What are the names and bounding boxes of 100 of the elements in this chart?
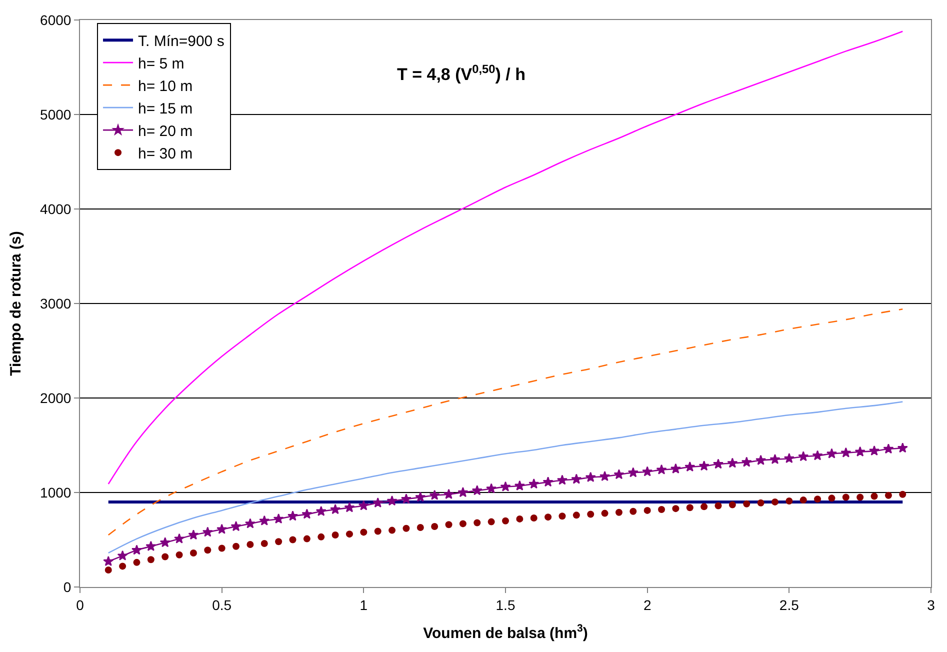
point — [174, 533, 185, 544]
point — [812, 450, 823, 460]
point — [316, 506, 326, 516]
point — [585, 472, 596, 482]
point — [672, 505, 680, 512]
x-tick-label: 1 — [360, 596, 368, 613]
point — [727, 458, 738, 468]
point — [542, 476, 554, 487]
y-tick-label: 3000 — [40, 295, 72, 312]
point — [800, 496, 807, 504]
line-series — [108, 30, 904, 485]
point — [728, 501, 736, 508]
x-axis-title: Voumen de balsa (hm$^{3}$) — [423, 622, 588, 642]
x-tick-label: 0.5 — [212, 596, 232, 613]
point — [571, 474, 582, 484]
point — [188, 530, 199, 540]
point — [216, 524, 228, 534]
point — [472, 485, 482, 496]
point — [303, 535, 310, 542]
point — [103, 556, 114, 566]
x-tick-label: 1.5 — [496, 596, 516, 613]
point — [318, 533, 325, 540]
annotation: T = 4,8 (V$^{0,50}$) / h — [397, 62, 526, 84]
point — [302, 508, 312, 519]
point — [190, 549, 197, 556]
point — [360, 528, 368, 536]
point — [117, 550, 128, 560]
point — [415, 492, 426, 502]
point — [502, 517, 509, 524]
y-tick-label: 0 — [63, 578, 72, 595]
point — [400, 494, 412, 504]
point — [146, 540, 156, 551]
point — [431, 523, 438, 530]
y-tick-label: 2000 — [40, 390, 72, 406]
point — [712, 458, 724, 469]
point — [544, 514, 552, 521]
point — [459, 520, 466, 528]
point — [530, 514, 538, 522]
point — [854, 446, 866, 456]
point — [743, 500, 750, 508]
point — [869, 445, 880, 456]
point — [202, 526, 213, 537]
point — [686, 504, 694, 512]
point — [587, 510, 594, 518]
point — [770, 454, 780, 464]
point — [714, 502, 722, 510]
legend-label: T. Mín=900 s — [138, 32, 224, 50]
point — [218, 544, 226, 552]
point — [289, 536, 296, 544]
point — [556, 474, 568, 485]
point — [814, 496, 822, 503]
legend-label: h= 20 m — [138, 122, 193, 140]
line-series — [108, 401, 904, 554]
point — [500, 481, 511, 492]
point — [684, 461, 696, 472]
point — [119, 562, 126, 570]
point — [884, 492, 892, 499]
point — [332, 532, 339, 539]
x-tick-label: 0 — [76, 596, 84, 613]
point — [275, 538, 282, 546]
point — [842, 494, 850, 501]
point — [232, 542, 240, 550]
point — [445, 521, 452, 528]
point — [346, 530, 353, 538]
y-tick-label: 4000 — [40, 200, 72, 217]
point — [798, 451, 809, 462]
point — [244, 518, 256, 528]
point — [756, 454, 766, 465]
point — [644, 506, 651, 514]
legend-label: h= 15 m — [138, 100, 193, 118]
y-axis-title: Tiempo de rotura (s) — [7, 231, 24, 376]
point — [204, 546, 212, 554]
x-tick-label: 2.5 — [779, 596, 800, 613]
point — [486, 483, 497, 494]
point — [374, 528, 382, 535]
point — [147, 556, 154, 564]
point — [614, 469, 624, 480]
point — [698, 460, 710, 471]
point — [883, 444, 894, 454]
point — [630, 508, 637, 515]
point — [386, 496, 398, 506]
point — [162, 553, 169, 560]
point — [572, 512, 580, 519]
legend-label: h= 30 m — [138, 145, 193, 162]
y-tick-label: 1000 — [40, 484, 72, 500]
y-tick-label: 6000 — [40, 12, 72, 28]
point — [784, 452, 794, 464]
point — [330, 504, 341, 514]
point — [700, 503, 708, 510]
x-tick-label: 2 — [643, 596, 652, 613]
legend-label: h= 10 m — [138, 78, 193, 95]
point — [601, 510, 608, 517]
point — [372, 497, 384, 508]
point — [840, 447, 852, 458]
point — [246, 540, 254, 548]
point — [757, 499, 764, 506]
point — [786, 498, 793, 505]
point — [828, 494, 836, 502]
point — [897, 442, 908, 453]
point — [160, 537, 170, 548]
